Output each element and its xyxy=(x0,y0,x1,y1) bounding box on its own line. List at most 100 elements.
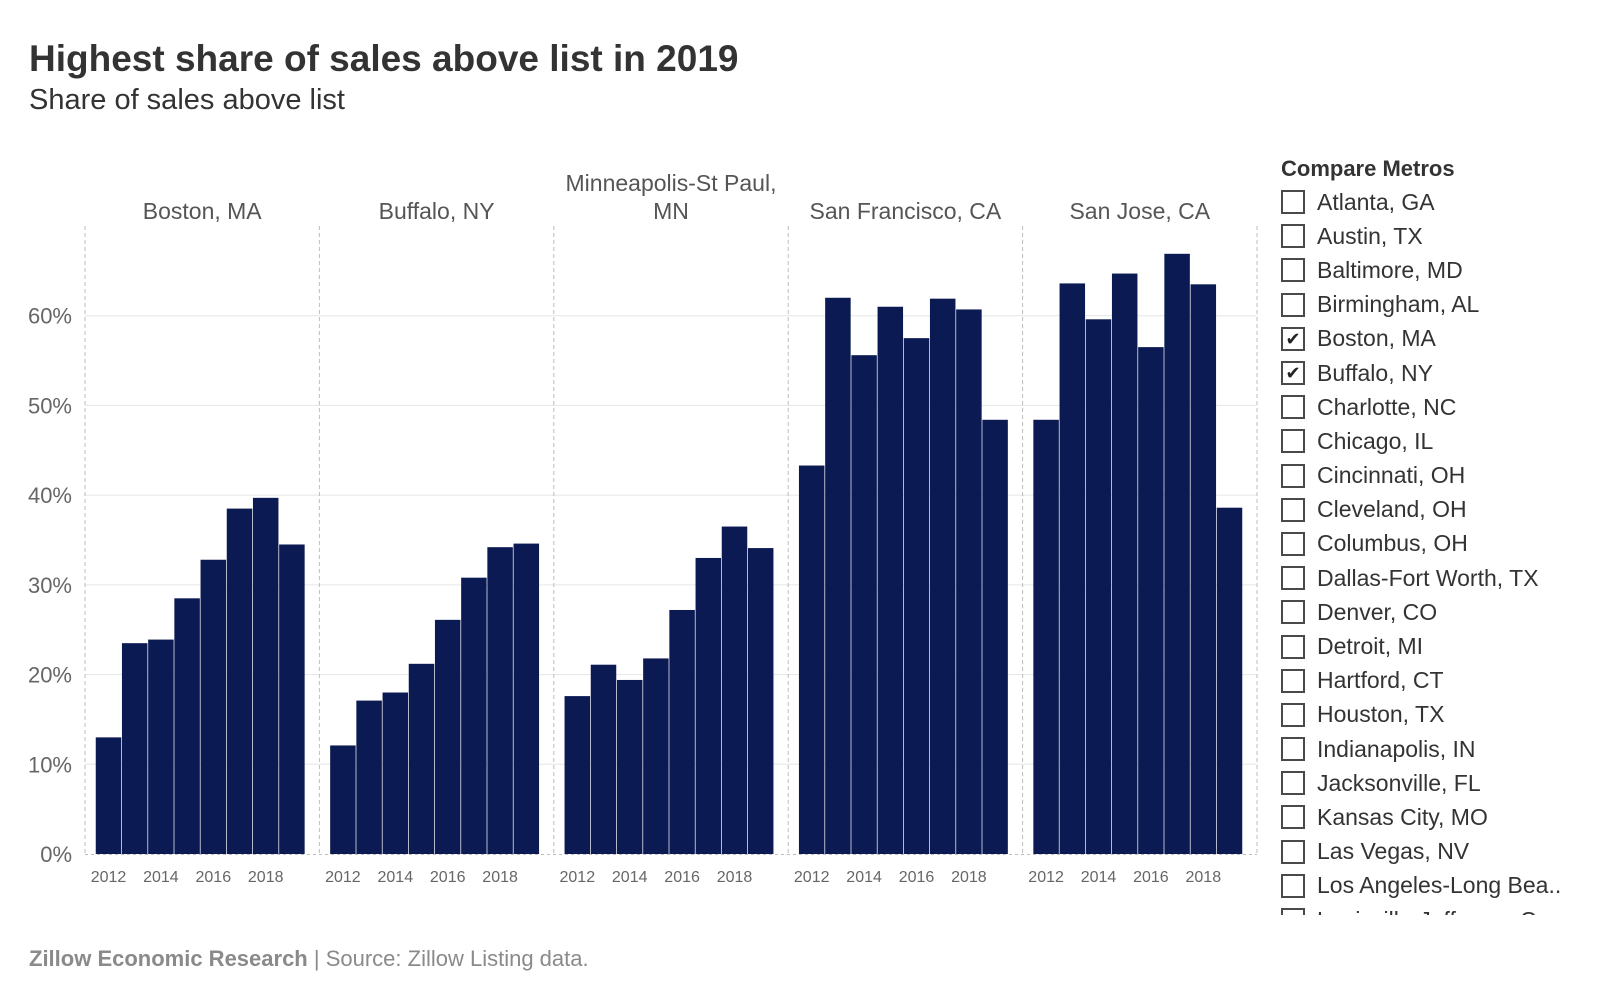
bar xyxy=(330,745,356,854)
bar xyxy=(643,658,669,854)
legend-item[interactable]: Los Angeles-Long Bea.. xyxy=(1281,869,1600,903)
bar-chart: 0% 10% 20% 30% 40% 50% 60% Boston, MA 2012 2014 20… xyxy=(28,170,1258,886)
bar xyxy=(616,679,643,854)
panel-label: Buffalo, NY xyxy=(379,198,495,224)
legend-item[interactable]: Austin, TX xyxy=(1281,219,1600,253)
compare-metros-legend: Compare Metros Atlanta, GA Austin, TX Balt… xyxy=(1281,153,1600,915)
checkbox[interactable] xyxy=(1281,737,1305,762)
legend-item[interactable]: Chicago, IL xyxy=(1281,424,1600,458)
legend-item[interactable]: Cincinnati, OH xyxy=(1281,459,1600,493)
checkbox[interactable] xyxy=(1281,839,1305,864)
x-tick-label: 2016 xyxy=(196,869,232,886)
bar xyxy=(226,508,253,854)
x-tick-label: 2012 xyxy=(325,869,361,886)
checkbox[interactable] xyxy=(1281,429,1305,454)
legend-item[interactable]: Kansas City, MO xyxy=(1281,800,1600,834)
legend-item[interactable]: Houston, TX xyxy=(1281,698,1600,732)
bar xyxy=(669,609,695,854)
legend-item-label: Columbus, OH xyxy=(1317,530,1468,557)
bar xyxy=(1216,507,1243,854)
x-tick-label: 2018 xyxy=(248,869,284,886)
panel-label: Minneapolis-St Paul, xyxy=(566,170,777,196)
checkbox[interactable] xyxy=(1281,600,1305,625)
legend-item[interactable]: Birmingham, AL xyxy=(1281,288,1600,322)
checkbox[interactable] xyxy=(1281,805,1305,830)
bar xyxy=(252,497,279,854)
legend-item[interactable]: Indianapolis, IN xyxy=(1281,732,1600,766)
legend-item-label: Cleveland, OH xyxy=(1317,496,1467,523)
legend-item[interactable]: ✔ Boston, MA xyxy=(1281,322,1600,356)
checkbox[interactable] xyxy=(1281,395,1305,420)
legend-title: Compare Metros xyxy=(1281,156,1455,181)
footer-source: Source: Zillow Listing data. xyxy=(325,946,589,971)
bar xyxy=(956,309,982,854)
x-tick-label: 2016 xyxy=(664,869,700,886)
legend-item[interactable]: Cleveland, OH xyxy=(1281,493,1600,527)
bar xyxy=(1111,273,1138,854)
y-tick-label: 30% xyxy=(28,573,72,598)
bar xyxy=(695,557,722,854)
legend-item[interactable]: Hartford, CT xyxy=(1281,664,1600,698)
bar xyxy=(721,526,748,854)
legend-item-label: Charlotte, NC xyxy=(1317,393,1457,420)
bar xyxy=(279,544,305,854)
checkbox[interactable] xyxy=(1281,566,1305,591)
x-tick-label: 2012 xyxy=(1028,869,1064,886)
bar xyxy=(825,297,851,854)
checkbox[interactable] xyxy=(1281,873,1305,898)
panel-label: MN xyxy=(653,198,689,224)
legend-item[interactable]: ✔ Buffalo, NY xyxy=(1281,356,1600,390)
checkbox[interactable] xyxy=(1281,190,1305,215)
y-tick-label: 40% xyxy=(28,483,72,508)
checkbox[interactable] xyxy=(1281,258,1305,283)
bar xyxy=(747,548,774,854)
footer: Zillow Economic Research | Source: Zillo… xyxy=(29,946,589,972)
x-tick-label: 2014 xyxy=(1081,869,1117,886)
legend-item-label: Baltimore, MD xyxy=(1317,256,1463,283)
bar xyxy=(903,338,930,855)
checkbox-checked[interactable]: ✔ xyxy=(1281,326,1305,351)
panel-label: San Jose, CA xyxy=(1069,198,1210,224)
bar xyxy=(1164,253,1190,855)
checkbox[interactable] xyxy=(1281,702,1305,727)
legend-item-label: Hartford, CT xyxy=(1317,667,1444,694)
legend-item-label: Detroit, MI xyxy=(1317,633,1424,660)
bar xyxy=(1085,319,1112,854)
legend-item[interactable]: Louisville-Jefferson Co.. xyxy=(1281,903,1600,915)
checkbox[interactable] xyxy=(1281,531,1305,556)
legend-item-label: Austin, TX xyxy=(1317,222,1423,249)
legend-item-label: Louisville-Jefferson Co.. xyxy=(1317,907,1562,915)
y-tick-label: 50% xyxy=(28,393,72,418)
legend-item[interactable]: Columbus, OH xyxy=(1281,527,1600,561)
bar xyxy=(148,639,174,854)
legend-item-label: Las Vegas, NV xyxy=(1317,838,1470,865)
legend-item[interactable]: Denver, CO xyxy=(1281,595,1600,629)
legend-item-label: Indianapolis, IN xyxy=(1317,735,1476,762)
legend-item[interactable]: Detroit, MI xyxy=(1281,629,1600,663)
checkbox[interactable] xyxy=(1281,771,1305,796)
legend-item-label: Buffalo, NY xyxy=(1317,359,1433,386)
checkbox-checked[interactable]: ✔ xyxy=(1281,361,1305,386)
legend-item-label: Birmingham, AL xyxy=(1317,291,1480,318)
checkbox[interactable] xyxy=(1281,634,1305,659)
checkbox[interactable] xyxy=(1281,668,1305,693)
legend-item[interactable]: Atlanta, GA xyxy=(1281,185,1600,219)
legend-item[interactable]: Jacksonville, FL xyxy=(1281,766,1600,800)
legend-item[interactable]: Baltimore, MD xyxy=(1281,253,1600,287)
checkbox[interactable] xyxy=(1281,292,1305,317)
chart-title: Highest share of sales above list in 201… xyxy=(29,38,739,79)
check-icon: ✔ xyxy=(1285,363,1301,384)
legend-item[interactable]: Dallas-Fort Worth, TX xyxy=(1281,561,1600,595)
x-tick-label: 2014 xyxy=(143,869,179,886)
checkbox[interactable] xyxy=(1281,463,1305,488)
check-icon: ✔ xyxy=(1285,328,1301,349)
bar xyxy=(982,419,1008,854)
bar xyxy=(1033,419,1059,854)
x-tick-label: 2018 xyxy=(482,869,518,886)
checkbox[interactable] xyxy=(1281,908,1305,915)
legend-item[interactable]: Charlotte, NC xyxy=(1281,390,1600,424)
x-tick-label: 2012 xyxy=(794,869,830,886)
checkbox[interactable] xyxy=(1281,497,1305,522)
checkbox[interactable] xyxy=(1281,224,1305,249)
legend-item[interactable]: Las Vegas, NV xyxy=(1281,835,1600,869)
